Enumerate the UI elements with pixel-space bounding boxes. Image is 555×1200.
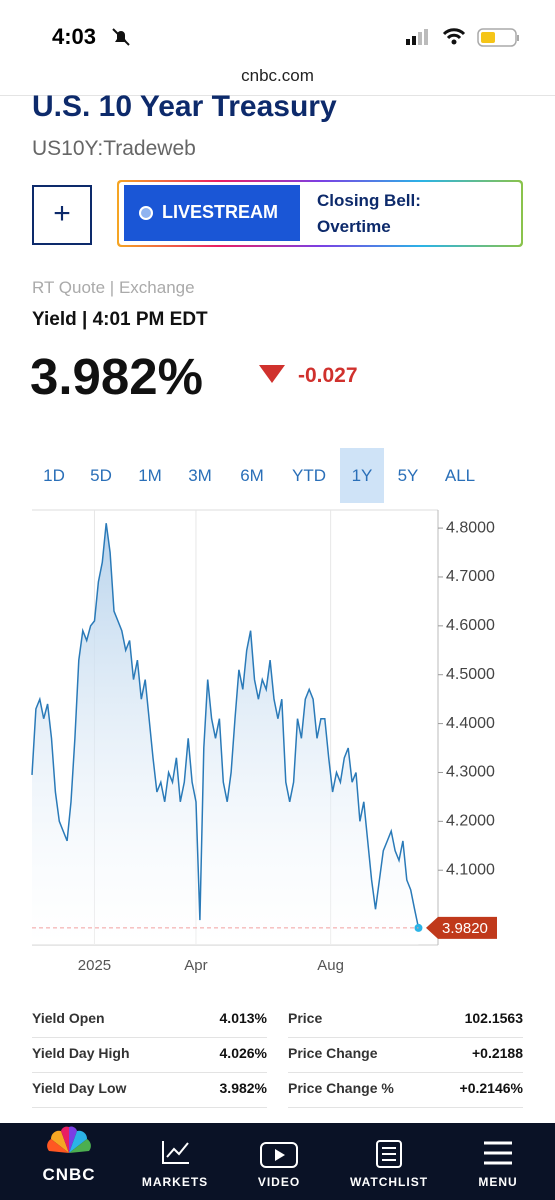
stat-label: Price Change %	[288, 1080, 394, 1096]
range-tab[interactable]: 6M	[240, 466, 264, 485]
line	[31, 523, 420, 929]
y-tick-label: 4.8000	[446, 519, 495, 536]
range-tab[interactable]: YTD	[292, 466, 326, 485]
range-tab[interactable]: ALL	[444, 466, 476, 485]
nav-item[interactable]: MENU	[478, 1175, 518, 1189]
row-divider	[32, 1037, 267, 1038]
row-divider	[32, 1107, 267, 1108]
price-tag	[426, 916, 497, 939]
mute-icon	[112, 28, 130, 46]
divider	[0, 95, 555, 96]
y-tick-label: 4.2000	[446, 813, 495, 830]
nav-item[interactable]: CNBC	[42, 1165, 96, 1184]
range-tab[interactable]: 5Y	[397, 466, 419, 485]
range-tab[interactable]: 5D	[90, 466, 112, 485]
y-tick-label: 4.3000	[446, 764, 495, 781]
nav-icons	[47, 1126, 512, 1168]
show-name[interactable]: Closing Bell: Overtime	[317, 191, 421, 236]
x-tick-label: Apr	[184, 957, 207, 974]
livestream-button[interactable]: LIVESTREAM	[124, 185, 300, 241]
nav-bar: CNBC MARKETS VIDEO WATCHLIST MENU	[0, 1123, 555, 1200]
row-divider	[288, 1037, 523, 1038]
range-tab[interactable]: 1M	[138, 466, 162, 485]
last-price: 3.982%	[30, 348, 203, 405]
livestream-label: LIVESTREAM	[162, 202, 279, 222]
price-change: -0.027	[298, 364, 358, 387]
range-tab[interactable]: 3M	[188, 466, 212, 485]
quote-source: RT Quote | Exchange	[32, 278, 195, 297]
stat-value: 3.982%	[219, 1080, 267, 1096]
y-tick-label: 4.7000	[446, 568, 495, 585]
url: cnbc.com	[241, 66, 314, 85]
range-tab[interactable]: 1Y	[351, 466, 373, 485]
y-tick-label: 4.1000	[446, 861, 495, 878]
status-icons	[406, 28, 519, 47]
stat-label: Yield Day High	[32, 1045, 130, 1061]
stat-label: Yield Day Low	[32, 1080, 127, 1096]
stat-value: +0.2188	[472, 1045, 523, 1061]
stat-value: +0.2146%	[459, 1080, 523, 1096]
nav-item[interactable]: VIDEO	[257, 1175, 301, 1189]
down-arrow	[259, 365, 285, 383]
stat-value: 4.013%	[219, 1010, 267, 1026]
stat-value: 4.026%	[219, 1045, 267, 1061]
row-divider	[32, 1072, 267, 1073]
y-tick-label: 4.6000	[446, 617, 495, 634]
x-tick-label: Aug	[317, 957, 344, 974]
row-divider	[288, 1072, 523, 1073]
stat-value: 102.1563	[464, 1010, 523, 1026]
chart: 2025 Apr Aug 4.1000 4.2000 4.3000 4.4000 4.5000…	[31, 509, 497, 974]
stat-label: Yield Open	[32, 1010, 105, 1026]
x-tick-label: 2025	[78, 957, 111, 974]
symbol: US10Y:Tradeweb	[32, 137, 196, 160]
nav-item[interactable]: MARKETS	[141, 1175, 209, 1189]
status-time: 4:03	[52, 24, 97, 49]
area	[32, 523, 419, 945]
y-tick-label: 4.4000	[446, 715, 495, 732]
quote-timestamp: Yield | 4:01 PM EDT	[32, 309, 208, 330]
nav-item[interactable]: WATCHLIST	[349, 1175, 429, 1189]
price-tag-label: 3.9820	[442, 920, 488, 937]
stat-label: Price Change	[288, 1045, 378, 1061]
title: U.S. 10 Year Treasury	[32, 90, 337, 123]
row-divider	[288, 1107, 523, 1108]
y-tick-label: 4.5000	[446, 666, 495, 683]
stat-label: Price	[288, 1010, 323, 1026]
range-tab[interactable]: 1D	[43, 466, 65, 485]
active-tab-bg	[340, 448, 384, 503]
add-button[interactable]: +	[32, 185, 92, 245]
